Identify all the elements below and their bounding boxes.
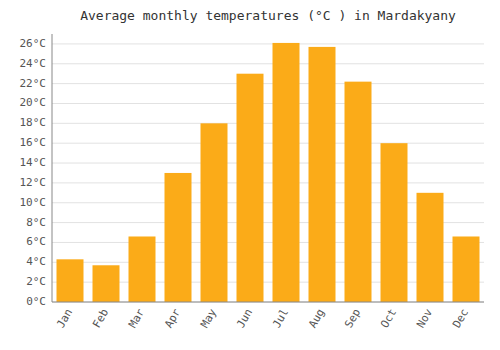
y-tick-label: 18°C xyxy=(20,116,47,129)
y-tick-label: 12°C xyxy=(20,176,47,189)
x-tick-label: Sep xyxy=(342,307,363,331)
bar xyxy=(129,236,156,302)
y-tick-label: 22°C xyxy=(20,77,47,90)
y-tick-label: 0°C xyxy=(26,295,46,308)
bar xyxy=(453,236,480,302)
x-tick-label: Nov xyxy=(414,306,435,330)
grid-line xyxy=(52,163,484,164)
grid-line xyxy=(52,103,484,104)
y-tick-label: 8°C xyxy=(26,216,46,229)
grid-line xyxy=(52,123,484,124)
bar xyxy=(57,259,84,302)
x-tick-label: Dec xyxy=(450,307,471,331)
x-tick-label: Aug xyxy=(306,307,327,331)
y-tick-label: 6°C xyxy=(26,235,46,248)
title: Average monthly temperatures (°C ) in Ma… xyxy=(80,8,456,23)
y-axis-line xyxy=(52,34,53,302)
bar xyxy=(309,47,336,302)
y-tick-label: 10°C xyxy=(20,196,47,209)
y-axis: 0°C 2°C 4°C 6°C 8°C 10°C 12°C 14°C 16°C 18°C 20°C 2… xyxy=(20,34,53,308)
bar xyxy=(345,82,372,302)
y-tick-label: 24°C xyxy=(20,57,47,70)
grid xyxy=(52,44,484,302)
x-tick-label: Jan xyxy=(54,307,75,331)
x-tick-label: Oct xyxy=(378,307,399,331)
y-tick-label: 14°C xyxy=(20,156,47,169)
x-tick-label: Jun xyxy=(234,307,255,331)
x-tick-label: Feb xyxy=(90,307,111,331)
bar xyxy=(417,193,444,302)
y-tick-label: 4°C xyxy=(26,255,46,268)
grid-line xyxy=(52,63,484,64)
bar xyxy=(237,74,264,302)
y-tick-label: 26°C xyxy=(20,37,47,50)
grid-line xyxy=(52,302,484,303)
y-tick-label: 20°C xyxy=(20,96,47,109)
x-tick-label: Mar xyxy=(126,306,147,330)
x-axis-line xyxy=(52,302,484,303)
grid-line xyxy=(52,182,484,183)
y-tick-label: 2°C xyxy=(26,275,46,288)
bars xyxy=(57,43,480,302)
page: {"chart_data": {"type": "bar", "title": … xyxy=(0,0,500,350)
bar xyxy=(201,123,228,302)
chart: Average monthly temperatures (°C ) in Ma… xyxy=(0,0,500,350)
x-tick-label: Jul xyxy=(270,307,291,331)
x-tick-label: May xyxy=(198,306,219,330)
bar xyxy=(165,173,192,302)
bar xyxy=(273,43,300,302)
bar xyxy=(93,265,120,302)
x-tick-label: Apr xyxy=(162,306,183,330)
x-axis: Jan Feb Mar Apr May Jun Jul Aug Sep Oct Nov Dec xyxy=(52,302,484,330)
grid-line xyxy=(52,43,484,44)
grid-line xyxy=(52,83,484,84)
y-tick-label: 16°C xyxy=(20,136,47,149)
grid-line xyxy=(52,143,484,144)
bar xyxy=(381,143,408,302)
